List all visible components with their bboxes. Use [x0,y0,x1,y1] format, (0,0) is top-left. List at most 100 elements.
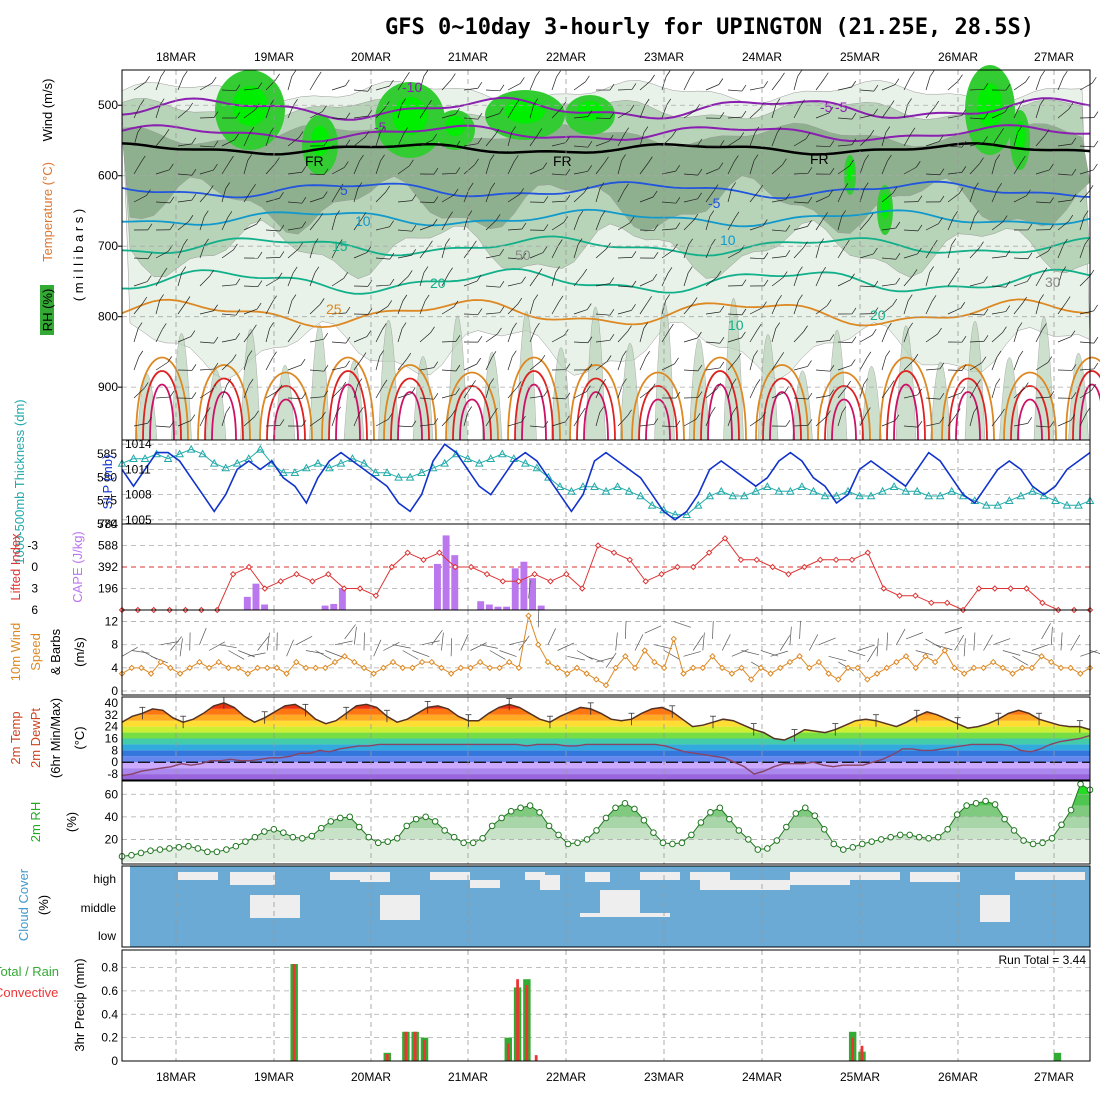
wind-barb [243,223,257,231]
precip-conv-bar [506,1043,510,1061]
wind-barb [199,310,214,315]
wind-barb [287,330,297,343]
wind-barb-flag [1049,196,1055,204]
rh-point [289,833,297,841]
thickness-point [901,486,910,495]
clear-block [430,872,470,880]
thickness-point [578,482,588,490]
rh-column [309,324,330,441]
thickness-point [255,444,265,453]
temperature-loop [197,364,251,441]
thickness-point [1062,500,1072,509]
rh-column [585,306,606,441]
wind-barb [331,387,343,399]
wind-barb [617,415,628,427]
slp-tick-label: 1005 [125,513,152,527]
wind-barb-flag [411,194,417,201]
wind-barb-flag [227,211,233,218]
rh-point [166,845,173,852]
rh-band [122,839,1090,862]
temp-tick-label: 16 [105,732,119,746]
wind-speed-point [322,664,329,672]
wind-speed-point [167,664,174,672]
wind-barb [463,143,478,147]
rh-point [270,825,278,833]
wind-barb-flag [587,363,593,371]
lifted-index-point [785,570,792,578]
thickness-point [889,482,899,490]
wind-barb-flag [719,305,725,313]
wind-barb-flag [719,361,725,369]
wind-speed-point [380,664,387,672]
wind-barb-flag [599,182,605,189]
wind-speed-point [602,682,610,689]
rh-point [564,840,572,848]
wind-barb [683,244,689,259]
lifted-index-point [848,556,856,564]
thickness-point [947,486,957,495]
y-tick-label: 900 [98,380,118,394]
wind-barb-flag [697,364,703,372]
contour-label: 25 [326,301,342,317]
wind-barb [199,169,214,175]
wind-speed-point [302,664,310,672]
wind-barb-flag [1068,214,1074,222]
rh-point [745,836,752,843]
wind-barb-flag [828,189,834,197]
wind-barb-flag [511,126,516,133]
wind-barb [463,386,472,399]
wind-barb-flag [387,300,393,307]
wind-barb [661,201,676,204]
rh-point [526,802,534,809]
profile-rh-label: RH (%) [40,289,55,332]
temperature-loop [390,377,430,441]
thickness-point [878,486,887,495]
rh-point [612,804,619,812]
wind-barb [903,104,908,119]
wind-barb-flag [938,217,943,224]
wind-barb [480,644,498,649]
wind-barb-flag [578,210,584,218]
precip-tick-label: 0.4 [101,1007,118,1021]
wind-barb [1012,655,1029,666]
wind-barb [881,420,896,427]
thickness-point [302,463,311,472]
wind-barb-flag [213,362,219,370]
rh-point [621,800,629,807]
bottom-date-label: 21MAR [448,1070,488,1084]
wind-barb-flag [845,239,850,247]
wind-speed-point [486,664,494,672]
wind-barb [199,390,212,399]
wind-barb [286,639,294,657]
wind-barb-flag [191,193,197,201]
wind-barb-flag [675,391,681,399]
lifted-index-point [975,585,983,592]
wind-barb [133,161,142,175]
wind-barb [353,336,368,343]
wind-barb [1079,145,1094,148]
rh-blob-core [577,101,603,121]
wind-barb-flag [235,308,241,316]
rh-point [858,840,866,848]
wind-barb [881,328,888,343]
wind-barb-flag [624,183,629,190]
wind-barb [485,333,498,343]
wind-barb [793,424,808,427]
precip-conv-bar [385,1053,389,1061]
wind-barb-flag [803,325,808,332]
precip-conv-bar [860,1045,864,1061]
wind-barb-flag [999,128,1004,135]
wind-barb-flag [256,302,262,310]
thickness-point [1039,491,1049,500]
thickness-point [451,449,461,458]
rh-point [1067,806,1075,814]
lifted-index-point [1007,585,1014,592]
temp-band [122,768,1090,775]
temperature-loop [824,385,864,441]
wind-barb [397,165,410,175]
cloud-y-label-b: (%) [36,895,51,915]
wind-barb-flag [1005,83,1011,91]
wind-barb-flag [587,336,593,343]
wind-barb [507,257,522,260]
rh-point [555,831,562,839]
